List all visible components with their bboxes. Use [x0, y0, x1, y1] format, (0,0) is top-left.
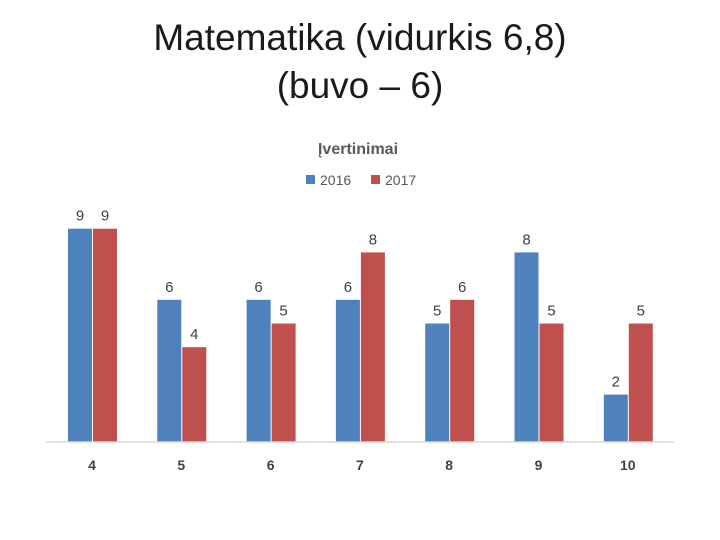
slide-title-line-1: Matematika (vidurkis 6,8)	[153, 17, 567, 58]
data-label-2017-5: 4	[190, 326, 198, 343]
legend-label-2016: 2016	[320, 172, 351, 188]
chart-legend: 2016 2017	[306, 172, 416, 188]
data-label-2016-6: 6	[254, 279, 262, 296]
data-label-2016-10: 2	[612, 374, 620, 391]
data-label-2016-4: 9	[76, 208, 84, 225]
x-tick-label-9: 9	[535, 457, 543, 473]
data-label-2017-9: 5	[547, 303, 555, 320]
x-tick-label-7: 7	[356, 457, 364, 473]
data-label-2017-6: 5	[279, 303, 287, 320]
bar-2017-5	[182, 347, 207, 442]
data-label-2016-7: 6	[344, 279, 352, 296]
bar-2016-5	[157, 299, 182, 442]
legend-label-2017: 2017	[385, 172, 416, 188]
bar-2017-10	[628, 323, 653, 442]
data-label-2017-8: 6	[458, 279, 466, 296]
bar-2016-7	[335, 299, 360, 442]
x-tick-label-5: 5	[177, 457, 185, 473]
bar-2017-9	[539, 323, 564, 442]
data-label-2016-5: 6	[165, 279, 173, 296]
slide-title-line-2: (buvo – 6)	[276, 65, 444, 106]
bar-2016-8	[425, 323, 450, 442]
bar-2017-7	[360, 252, 385, 442]
data-label-2016-8: 5	[433, 303, 441, 320]
legend-swatch-2016	[306, 175, 315, 184]
bar-2017-4	[93, 228, 117, 442]
bar-2016-6	[246, 299, 271, 442]
data-label-2017-4: 9	[101, 208, 109, 225]
bar-2016-10	[603, 394, 628, 442]
bar-2016-9	[514, 252, 539, 442]
bar-2016-4	[68, 228, 92, 442]
chart-title: Įvertinimai	[318, 141, 398, 158]
bar-2017-6	[271, 323, 296, 442]
x-tick-label-10: 10	[620, 457, 636, 473]
x-tick-label-6: 6	[267, 457, 275, 473]
data-label-2017-10: 5	[637, 303, 645, 320]
legend-swatch-2017	[371, 175, 380, 184]
data-label-2017-7: 8	[369, 231, 377, 248]
data-label-2016-9: 8	[522, 231, 530, 248]
slide-title: Matematika (vidurkis 6,8) (buvo – 6)	[0, 14, 720, 110]
bar-2017-8	[450, 299, 475, 442]
x-tick-label-4: 4	[88, 457, 96, 473]
x-tick-label-8: 8	[445, 457, 453, 473]
